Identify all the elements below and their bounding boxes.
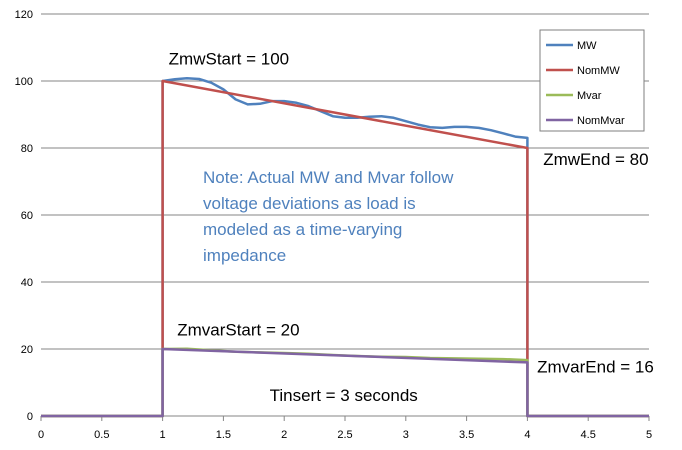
legend: MW NomMW Mvar NomMvar bbox=[539, 29, 645, 132]
legend-label: NomMW bbox=[577, 65, 620, 77]
y-tick-label: 100 bbox=[15, 76, 33, 88]
y-tick-label: 0 bbox=[27, 411, 33, 423]
gridlines bbox=[41, 13, 649, 350]
x-tick-label: 2.5 bbox=[337, 429, 352, 441]
series-line-nommvar bbox=[41, 347, 649, 418]
series-lines bbox=[41, 77, 649, 418]
y-axis-ticks: 0 20 40 60 80 100 120 bbox=[15, 9, 33, 423]
note-line: voltage deviations as load is bbox=[203, 194, 416, 213]
x-axis-ticks: 0 0.5 1 1.5 2 2.5 3 3.5 4 4.5 5 bbox=[38, 416, 652, 441]
annotation: ZmwEnd = 80 bbox=[543, 150, 648, 169]
legend-label: NomMvar bbox=[577, 115, 625, 127]
note-line: modeled as a time-varying bbox=[203, 220, 402, 239]
x-tick-label: 1.5 bbox=[216, 429, 231, 441]
y-tick-label: 60 bbox=[21, 210, 33, 222]
x-tick-label: 1 bbox=[160, 429, 166, 441]
x-tick-label: 0.5 bbox=[94, 429, 109, 441]
annotation: ZmwStart = 100 bbox=[169, 49, 289, 68]
x-tick-label: 3.5 bbox=[459, 429, 474, 441]
series-line-mw bbox=[41, 77, 649, 418]
x-tick-label: 5 bbox=[646, 429, 652, 441]
note-line: impedance bbox=[203, 246, 286, 265]
legend-label: Mvar bbox=[577, 90, 602, 102]
note-text: Note: Actual MW and Mvar follow voltage d… bbox=[203, 168, 454, 265]
y-tick-label: 40 bbox=[21, 277, 33, 289]
annotation: Tinsert = 3 seconds bbox=[270, 386, 418, 405]
x-tick-label: 2 bbox=[281, 429, 287, 441]
y-tick-label: 120 bbox=[15, 9, 33, 21]
annotation: ZmvarStart = 20 bbox=[177, 321, 299, 340]
note-line: Note: Actual MW and Mvar follow bbox=[203, 168, 454, 187]
x-tick-label: 4 bbox=[524, 429, 530, 441]
y-tick-label: 20 bbox=[21, 344, 33, 356]
legend-label: MW bbox=[577, 40, 597, 52]
legend-box bbox=[539, 29, 645, 132]
y-tick-label: 80 bbox=[21, 143, 33, 155]
annotation: ZmvarEnd = 16 bbox=[537, 357, 654, 376]
annotations: ZmwStart = 100 ZmwEnd = 80 ZmvarStart = 20… bbox=[169, 49, 654, 405]
x-tick-label: 3 bbox=[403, 429, 409, 441]
x-tick-label: 4.5 bbox=[581, 429, 596, 441]
x-tick-label: 0 bbox=[38, 429, 44, 441]
